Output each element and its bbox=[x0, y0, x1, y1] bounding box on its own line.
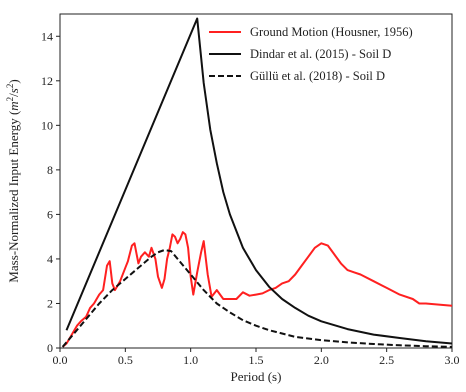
x-axis-label: Period (s) bbox=[231, 369, 282, 384]
y-tick-label: 14 bbox=[41, 29, 53, 43]
x-axis-ticks: 0.0 0.5 1.0 1.5 2.0 2.5 3.0 bbox=[53, 348, 460, 367]
series-gullu-line bbox=[61, 249, 453, 348]
x-tick-label: 0.0 bbox=[53, 353, 68, 367]
legend-label-ground-motion: Ground Motion (Housner, 1956) bbox=[250, 25, 413, 39]
y-tick-label: 12 bbox=[41, 74, 53, 88]
series-layer bbox=[61, 17, 453, 348]
y-tick-label: 4 bbox=[47, 252, 53, 266]
legend-label-gullu: Güllü et al. (2018) - Soil D bbox=[250, 69, 385, 83]
series-dindar-line bbox=[65, 17, 453, 345]
x-tick-label: 3.0 bbox=[445, 353, 460, 367]
x-tick-label: 2.5 bbox=[379, 353, 394, 367]
x-tick-label: 2.0 bbox=[314, 353, 329, 367]
y-tick-label: 2 bbox=[47, 296, 53, 310]
y-tick-label: 6 bbox=[47, 207, 53, 221]
x-tick-label: 1.0 bbox=[183, 353, 198, 367]
y-tick-label: 10 bbox=[41, 118, 53, 132]
y-tick-label: 0 bbox=[47, 341, 53, 355]
x-tick-label: 0.5 bbox=[118, 353, 133, 367]
y-axis-ticks: 0 2 4 6 8 10 12 14 bbox=[41, 29, 60, 355]
legend-label-dindar: Dindar et al. (2015) - Soil D bbox=[250, 47, 391, 61]
y-tick-label: 8 bbox=[47, 163, 53, 177]
legend: Ground Motion (Housner, 1956) Dindar et … bbox=[209, 25, 413, 83]
x-tick-label: 1.5 bbox=[249, 353, 264, 367]
plot-area bbox=[59, 13, 453, 349]
series-ground-motion-line bbox=[61, 231, 453, 348]
y-axis-label: Mass-Normalized Input Energy (m2/s2) bbox=[5, 79, 21, 282]
